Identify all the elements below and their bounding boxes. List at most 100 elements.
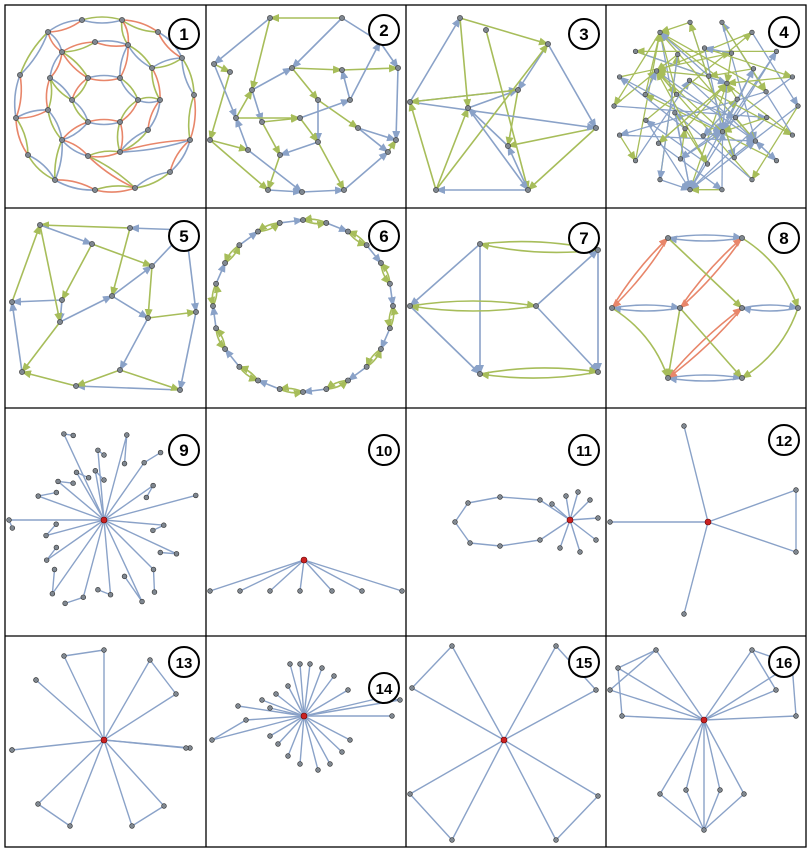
graph-edge xyxy=(235,117,249,151)
graph-node xyxy=(407,791,413,797)
graph-edge xyxy=(81,16,123,21)
graph-edge xyxy=(287,685,305,717)
badge-circle xyxy=(768,16,800,48)
graph-node xyxy=(363,242,370,249)
graph-node xyxy=(793,487,799,493)
graph-edge xyxy=(365,348,382,368)
graph-node xyxy=(687,187,693,193)
graph-edge xyxy=(689,21,735,158)
graph-edge xyxy=(347,231,368,247)
graph-edge xyxy=(267,154,281,191)
graph-node xyxy=(315,97,321,103)
graph-edge xyxy=(152,569,156,593)
graph-edge xyxy=(46,519,105,561)
graph-edge xyxy=(618,76,686,130)
graph-edge xyxy=(689,105,799,191)
graph-edge xyxy=(539,519,571,541)
graph-edge xyxy=(209,559,305,592)
graph-edge xyxy=(674,112,693,191)
graph-edge xyxy=(685,789,705,831)
graph-edge xyxy=(303,559,363,592)
graph-edge xyxy=(187,94,195,141)
graph-node xyxy=(390,303,396,309)
graph-edge xyxy=(411,645,453,689)
graph-node xyxy=(151,589,158,595)
graph-edge xyxy=(47,109,63,141)
graph-edge xyxy=(657,82,728,144)
graph-node xyxy=(701,827,707,833)
graph-edge xyxy=(303,559,403,592)
graph-node xyxy=(249,87,255,93)
graph-edge xyxy=(119,77,139,101)
center-node xyxy=(100,516,108,524)
graph-node xyxy=(117,149,123,155)
graph-node xyxy=(704,161,711,167)
graph-node xyxy=(157,97,163,103)
graph-edge xyxy=(613,105,768,121)
graph-edge xyxy=(611,302,681,311)
graph-edge xyxy=(127,44,153,69)
graph-node xyxy=(73,383,79,389)
graph-edge xyxy=(211,719,247,741)
graph-edge xyxy=(287,715,305,757)
graph-edge xyxy=(467,496,501,504)
graph-edge xyxy=(451,739,505,841)
graph-edge xyxy=(121,19,159,33)
graph-node xyxy=(717,787,723,793)
graph-edge xyxy=(644,31,662,95)
graph-node xyxy=(259,119,265,125)
graph-edge xyxy=(459,17,549,46)
badge-label: 12 xyxy=(776,433,793,450)
graph-edge xyxy=(724,53,733,85)
graph-node xyxy=(665,375,671,381)
graph-node xyxy=(533,303,539,309)
graph-edge xyxy=(103,693,177,741)
graph-node xyxy=(741,791,747,797)
graph-node xyxy=(300,217,306,223)
graph-node xyxy=(155,29,161,35)
graph-edge xyxy=(149,659,177,695)
graph-edge xyxy=(181,57,195,96)
graph-node xyxy=(267,733,273,739)
graph-node xyxy=(145,315,151,321)
graph-edge xyxy=(741,305,799,314)
graph-edge xyxy=(703,719,745,795)
graph-node xyxy=(80,594,86,600)
badge-label: 16 xyxy=(776,655,793,672)
graph-edge xyxy=(103,434,128,521)
graph-edge xyxy=(408,101,437,191)
graph-edge xyxy=(667,307,743,379)
graph-edge xyxy=(634,31,663,161)
graph-node xyxy=(55,478,61,485)
graph-edge xyxy=(82,519,105,598)
graph-edge xyxy=(357,127,397,142)
graph-edge xyxy=(111,295,149,319)
graph-edge xyxy=(35,679,105,741)
graph-edge xyxy=(47,31,63,53)
graph-node xyxy=(749,177,755,183)
graph-edge xyxy=(71,99,89,123)
graph-node xyxy=(236,242,243,249)
graph-node xyxy=(719,187,725,193)
graph-edge xyxy=(119,99,139,123)
graph-node xyxy=(267,15,273,21)
badge-circle xyxy=(568,646,600,678)
graph-edge xyxy=(451,645,505,741)
graph-node xyxy=(642,91,648,98)
graph-edge xyxy=(169,139,191,173)
badge-circle xyxy=(568,18,600,50)
panel-9 xyxy=(6,431,199,607)
graph-edge xyxy=(61,41,96,53)
graph-node xyxy=(345,377,351,384)
badge-circle xyxy=(368,672,400,704)
center-node xyxy=(700,716,708,724)
graph-edge xyxy=(291,65,343,74)
graph-edge xyxy=(37,803,71,827)
graph-edge xyxy=(103,519,164,526)
graph-edge xyxy=(224,348,240,368)
graph-edge xyxy=(409,89,519,105)
graph-edge xyxy=(366,244,382,264)
graph-edge xyxy=(119,121,124,153)
graph-node xyxy=(553,837,559,843)
graph-edge xyxy=(81,19,123,24)
